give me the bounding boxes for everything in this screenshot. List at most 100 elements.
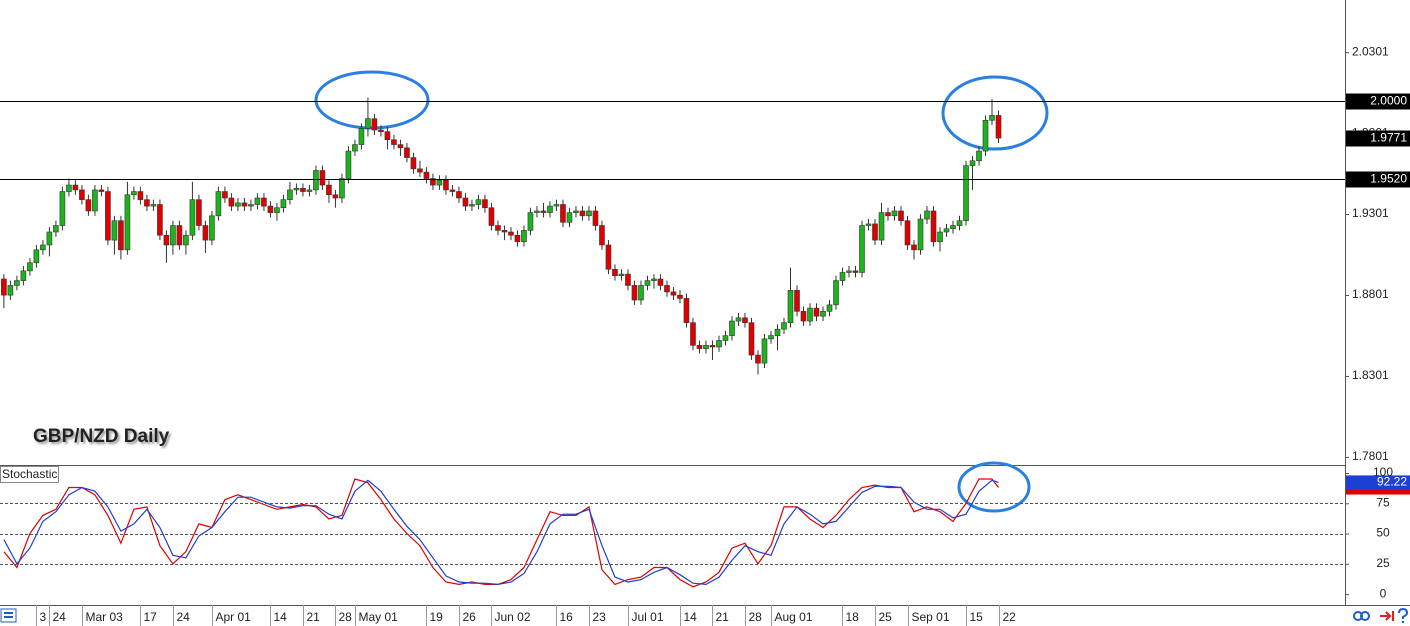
candle-body xyxy=(384,131,391,141)
candle-body xyxy=(118,220,124,251)
candle-body xyxy=(547,205,553,213)
y-tick-label: 1.7801 xyxy=(1352,449,1389,463)
x-tick-label: 26 xyxy=(463,610,477,624)
level-tag-label: 1.9520 xyxy=(1370,172,1407,186)
x-tick-label: 3 xyxy=(40,610,47,624)
candle-body xyxy=(469,204,475,207)
candle-body xyxy=(683,298,690,323)
candle-body xyxy=(261,197,267,207)
toolbar-icons[interactable] xyxy=(1353,607,1409,623)
x-tick-label: 17 xyxy=(144,610,158,624)
candle-body xyxy=(404,147,410,158)
link-icon[interactable] xyxy=(1360,611,1370,621)
candle-body xyxy=(495,225,501,231)
candle-body xyxy=(891,210,898,217)
y-tick-label: 1.8801 xyxy=(1352,287,1389,301)
candle-body xyxy=(898,210,904,221)
candle-body xyxy=(124,194,131,251)
stochastic-line xyxy=(3,478,999,588)
indicator-label-box xyxy=(0,466,59,483)
candle-body xyxy=(735,317,742,322)
x-tick-label: Jun 02 xyxy=(495,610,531,624)
y-tick-label: 0 xyxy=(1380,586,1387,600)
candle-body xyxy=(612,268,618,277)
candle-body xyxy=(709,345,716,348)
candle-body xyxy=(488,207,495,226)
x-tick-label: 19 xyxy=(430,610,444,624)
candle-body xyxy=(319,170,326,186)
candle-body xyxy=(956,220,963,226)
candle-body xyxy=(436,179,443,186)
candle-body xyxy=(222,191,228,199)
candle-body xyxy=(1,278,7,296)
candle-body xyxy=(521,230,527,243)
candle-body xyxy=(137,191,144,200)
candle-body xyxy=(963,165,969,221)
x-tick-label: 16 xyxy=(560,610,574,624)
candle-body xyxy=(950,225,956,230)
candle-body xyxy=(209,215,215,241)
candle-body xyxy=(690,322,696,346)
candle-body xyxy=(59,191,66,226)
candle-body xyxy=(605,244,612,270)
candle-body xyxy=(53,225,59,233)
y-tick-label: 1.9301 xyxy=(1352,206,1389,220)
candle-body xyxy=(885,212,891,217)
candle-body xyxy=(976,150,982,162)
candle-body xyxy=(111,220,118,241)
candle-body xyxy=(371,118,378,131)
candle-body xyxy=(794,290,800,312)
candle-body xyxy=(46,231,53,246)
x-tick-label: 24 xyxy=(177,610,191,624)
x-tick-label: 22 xyxy=(1003,610,1017,624)
candle-body xyxy=(501,230,508,233)
candle-body xyxy=(514,234,521,243)
candle-body xyxy=(566,212,573,223)
candle-body xyxy=(66,184,72,192)
candle-body xyxy=(852,270,859,273)
candle-body xyxy=(150,204,157,207)
candle-body xyxy=(865,223,872,226)
candle-body xyxy=(696,345,703,349)
y-tick-label: 1.8301 xyxy=(1352,368,1389,382)
candle-body xyxy=(781,322,787,330)
scroll-end-icon[interactable] xyxy=(1380,611,1394,621)
candle-body xyxy=(254,197,261,205)
candle-body xyxy=(540,210,547,213)
x-tick-label: Sep 01 xyxy=(912,610,950,624)
candle-body xyxy=(761,338,768,364)
candle-body xyxy=(592,210,599,226)
candle-body xyxy=(625,273,631,286)
candle-body xyxy=(228,197,235,207)
last-price-label: 1.9771 xyxy=(1370,131,1407,145)
candle-body xyxy=(326,184,332,196)
candle-body xyxy=(969,160,976,166)
candle-body xyxy=(508,231,514,236)
value-tag xyxy=(1346,475,1410,490)
candle-body xyxy=(995,115,1002,139)
candle-body xyxy=(989,115,995,121)
help-icon[interactable] xyxy=(1398,607,1409,623)
candle-body xyxy=(644,280,651,286)
candle-body xyxy=(20,270,27,281)
candle-body xyxy=(722,335,729,341)
menu-icon[interactable] xyxy=(0,608,17,623)
candle-body xyxy=(859,225,865,273)
last-price-tag xyxy=(1346,130,1410,147)
candle-body xyxy=(365,118,371,129)
candle-body xyxy=(345,150,352,179)
x-tick-label: Aug 01 xyxy=(775,610,813,624)
candle-body xyxy=(215,191,222,217)
candle-body xyxy=(449,189,456,192)
candle-body xyxy=(839,272,846,281)
candle-body xyxy=(787,290,794,323)
candle-body xyxy=(982,119,989,152)
candle-body xyxy=(241,202,248,207)
level-tag xyxy=(1346,171,1410,188)
candle-body xyxy=(638,285,644,301)
y-tick-label: 25 xyxy=(1376,556,1390,570)
candle-body xyxy=(937,231,943,243)
candle-body xyxy=(703,345,709,349)
candle-body xyxy=(280,199,287,209)
